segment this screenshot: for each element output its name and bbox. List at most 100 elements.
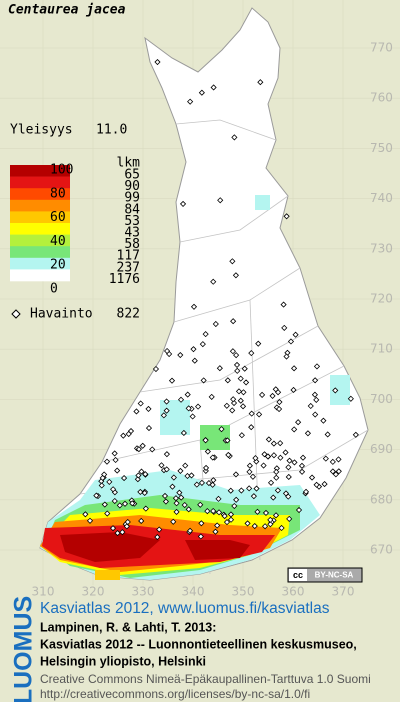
observation-dot: [204, 508, 211, 515]
observation-dot: [332, 471, 339, 478]
observation-dot: [202, 464, 210, 471]
observation-dot: [178, 494, 185, 501]
observation-dot: [235, 388, 243, 395]
legend-count: 99: [124, 191, 140, 206]
observation-dot: [320, 417, 327, 424]
observation-dot: [212, 320, 219, 328]
east-label: 370: [332, 585, 355, 599]
north-label: 720: [370, 292, 393, 306]
observation-dot: [250, 493, 257, 500]
observation-dot: [287, 338, 295, 345]
legend-count: 84: [124, 202, 140, 217]
observation-dot: [352, 431, 359, 438]
legend-swatch: [10, 176, 70, 189]
scale-label: 0: [50, 282, 58, 297]
observation-dot: [295, 419, 302, 426]
observation-dot: [129, 500, 136, 507]
observation-dot: [262, 523, 269, 530]
observation-dot: [238, 432, 245, 439]
observation-dot: [161, 492, 169, 499]
observation-dot: [230, 399, 238, 407]
badge-text: BY-NC-SA: [315, 571, 354, 580]
legend-swatch: [10, 257, 70, 270]
observation-dot: [215, 509, 223, 516]
observation-dot: [324, 431, 331, 438]
observation-dot: [123, 523, 130, 530]
observation-dot: [329, 468, 336, 475]
observation-dot: [267, 521, 274, 528]
observation-dot: [265, 436, 272, 443]
observation-dot: [134, 476, 141, 483]
observation-dot: [308, 474, 316, 481]
legend-swatch: [10, 199, 70, 212]
observation-dot: [114, 467, 121, 474]
observation-dot: [109, 525, 117, 532]
observation-dot: [291, 426, 298, 433]
observation-dot: [187, 98, 194, 105]
observation-dot: [99, 474, 106, 482]
observation-dot: [200, 377, 207, 384]
observation-dot: [335, 468, 342, 475]
species-title: Centaurea jacea: [8, 3, 126, 18]
east-label: 330: [132, 585, 155, 599]
frequency-label: Yleisyys: [10, 123, 73, 138]
observation-dot: [198, 479, 205, 486]
legend-count: 117: [117, 249, 140, 264]
observation-dot: [276, 405, 283, 413]
observation-dot: [225, 451, 232, 459]
observation-dot: [295, 506, 303, 514]
observation-dot: [82, 511, 89, 518]
scale-label: 20: [50, 258, 66, 273]
north-label: 730: [370, 241, 393, 255]
observation-dot: [181, 501, 188, 509]
north-label: 750: [370, 141, 393, 155]
license-badge: cc BY-NC-SA: [287, 567, 363, 583]
observation-dot: [291, 459, 298, 466]
observation-dot: [285, 493, 292, 500]
observation-dot: [163, 451, 170, 458]
east-label: 340: [182, 585, 205, 599]
observation-dot: [114, 530, 121, 537]
observation-dot: [321, 481, 328, 488]
observation-dot: [177, 351, 184, 359]
observation-dot: [168, 377, 176, 384]
observation-dot: [172, 495, 179, 502]
observation-dot: [237, 397, 244, 404]
legend-swatch: [10, 211, 70, 224]
cc-icon: cc: [293, 570, 303, 580]
observation-dot: [185, 405, 192, 412]
observation-dot: [141, 489, 148, 497]
observation-dot: [224, 377, 231, 384]
observation-dot: [286, 515, 293, 522]
scale-label: 100: [50, 163, 73, 178]
observation-dot: [285, 464, 292, 471]
legend-swatch: [10, 269, 70, 282]
observation-dot: [139, 442, 146, 449]
observation-dot: [154, 58, 161, 66]
observation-dot: [184, 391, 191, 398]
observation-dot: [156, 526, 163, 533]
observation-dot: [210, 278, 217, 285]
observation-dot: [237, 375, 244, 382]
observation-dot: [216, 365, 223, 372]
observation-dot: [202, 467, 209, 474]
observation-dot: [223, 519, 231, 526]
observation-dot: [232, 471, 240, 478]
observation-dot: [188, 472, 195, 479]
observation-dot: [280, 301, 287, 308]
legend-swatch: [10, 223, 70, 235]
observation-dot: [193, 481, 200, 488]
legend-swatch: [10, 188, 70, 201]
observation-dot: [152, 365, 160, 373]
legend-count: 90: [124, 179, 140, 194]
atlas-link[interactable]: Kasviatlas 2012, www.luomus.fi/kasviatla…: [40, 600, 330, 617]
north-label: 680: [370, 492, 393, 506]
observation-dot: [347, 395, 354, 402]
observation-dot: [163, 347, 171, 355]
legend-swatch: [10, 246, 70, 259]
scale-label: 40: [50, 234, 66, 249]
observation-dot: [163, 407, 170, 414]
observation-dot: [302, 488, 310, 495]
legend-swatch: [10, 234, 70, 247]
